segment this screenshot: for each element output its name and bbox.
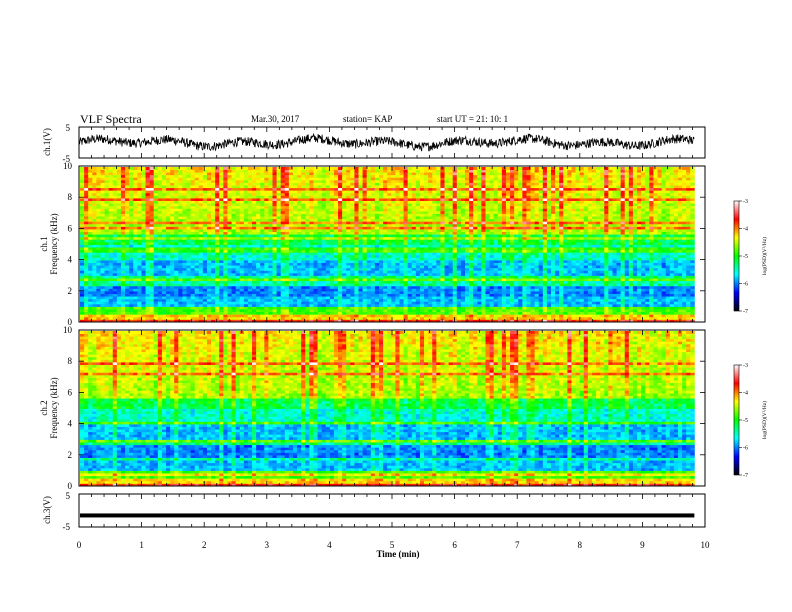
ch1-ytick-min: -5 [63, 154, 71, 164]
frequency-tick-label: 4 [68, 255, 73, 265]
ch1-waveform-ylabel: ch.1(V) [42, 128, 52, 156]
time-tick-label: 8 [578, 540, 583, 550]
time-tick-label: 2 [202, 540, 207, 550]
time-axis-ticklabels: 0 1 2 3 4 5 6 7 8 9 10 [77, 540, 710, 550]
ch2-colorbar: -3 -4 -5 -6 -7 [733, 363, 748, 479]
frequency-tick-label: 6 [68, 387, 73, 397]
ch3-ytick-max: 5 [66, 491, 71, 501]
time-tick-label: 6 [452, 540, 457, 550]
ch1-ytick-max: 5 [66, 123, 71, 133]
colorbar-tick-label: -3 [743, 363, 748, 369]
ch1-spectrogram-ylabel-frequency: Frequency (kHz) [49, 213, 59, 274]
axis-ticks [78, 127, 706, 527]
ch1-spectrogram-image [80, 167, 695, 323]
ch2-spectrogram-yticklabels: 0 2 4 6 8 10 [63, 325, 73, 491]
ch3-waveform-ylabel: ch.3(V) [42, 496, 52, 524]
frequency-tick-label: 0 [68, 317, 73, 327]
time-tick-label: 0 [77, 540, 82, 550]
time-tick-label: 7 [515, 540, 520, 550]
frequency-tick-label: 2 [68, 450, 73, 460]
ch3-waveform-trace [80, 513, 695, 518]
ch1-spectrogram-ylabel-channel: ch.1 [39, 236, 49, 251]
colorbar-tick-label: -6 [743, 282, 748, 288]
colorbar-tick-label: -3 [743, 199, 748, 205]
frequency-tick-label: 0 [68, 481, 73, 491]
ch3-ytick-min: -5 [63, 522, 71, 532]
header-start-time: start UT = 21: 10: 1 [437, 114, 509, 124]
frequency-tick-label: 8 [68, 192, 73, 202]
ch2-colorbar-label: log(PSD)(V²/Hz) [761, 401, 768, 439]
figure-title: VLF Spectra [80, 112, 142, 126]
colorbar-tick-label: -7 [743, 473, 748, 479]
frequency-tick-label: 10 [63, 325, 73, 335]
colorbar-scale [733, 364, 740, 476]
time-tick-label: 10 [701, 540, 711, 550]
ch2-spectrogram-image [80, 331, 695, 487]
time-tick-label: 1 [139, 540, 144, 550]
colorbar-tick-label: -6 [743, 446, 748, 452]
frequency-tick-label: 10 [63, 161, 73, 171]
colorbar-tick-label: -5 [743, 254, 748, 260]
header-date: Mar.30, 2017 [251, 114, 300, 124]
frequency-tick-label: 6 [68, 223, 73, 233]
time-tick-label: 3 [265, 540, 270, 550]
frequency-tick-label: 8 [68, 356, 73, 366]
time-axis-label: Time (min) [376, 549, 419, 559]
ch1-waveform-trace [78, 132, 695, 152]
time-tick-label: 9 [640, 540, 645, 550]
ch1-colorbar-label: log(PSD)(V²/Hz) [761, 237, 768, 275]
ch2-spectrogram-ylabel-channel: ch.2 [39, 400, 49, 415]
ch1-spectrogram-yticklabels: 0 2 4 6 8 10 [63, 161, 73, 327]
colorbar-tick-label: -4 [743, 391, 748, 397]
ch1-colorbar: -3 -4 -5 -6 -7 [733, 199, 748, 315]
frequency-tick-label: 4 [68, 419, 73, 429]
time-tick-label: 4 [327, 540, 332, 550]
frequency-tick-label: 2 [68, 286, 73, 296]
ch2-spectrogram-ylabel-frequency: Frequency (kHz) [49, 377, 59, 438]
colorbar-tick-label: -4 [743, 227, 748, 233]
colorbar-tick-label: -5 [743, 418, 748, 424]
header-station: station= KAP [343, 114, 393, 124]
time-tick-label: 5 [390, 540, 395, 550]
colorbar-scale [733, 200, 740, 312]
colorbar-tick-label: -7 [743, 309, 748, 315]
